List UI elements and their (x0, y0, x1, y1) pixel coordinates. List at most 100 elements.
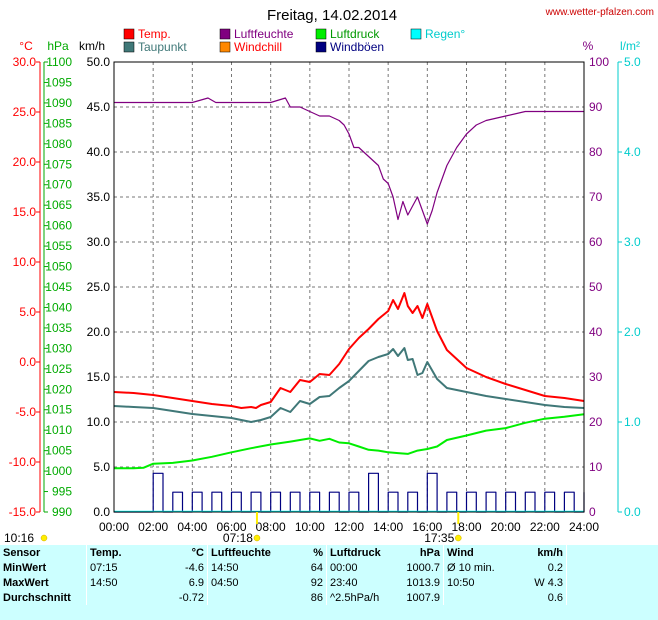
tick-label-hpa: 1055 (45, 239, 72, 253)
tick-label-percent: 0 (589, 505, 596, 519)
cell-pressure-value: 1007.9 (406, 591, 440, 604)
tick-label-kmh: 35.0 (87, 190, 111, 204)
tick-label-percent: 10 (589, 460, 603, 474)
tick-label-hpa: 1005 (45, 444, 72, 458)
tick-label-celsius: -10.0 (9, 455, 37, 469)
chart-title: Freitag, 14.02.2014 (267, 7, 397, 24)
cell-temp-time: 07:15 (86, 560, 137, 575)
tick-label-celsius: 0.0 (19, 355, 36, 369)
tick-label-hpa: 1035 (45, 321, 72, 335)
axis-units: °C hPa km/h% l/m² (19, 39, 640, 53)
tick-label-lm2: 1.0 (624, 415, 641, 429)
sunset-time: 17:35 (424, 531, 454, 545)
tick-label-time: 04:00 (177, 520, 207, 534)
cell-pressure-value: 1000.7 (406, 561, 440, 574)
series-luftfeuchte-line (114, 97, 584, 225)
tick-label-hpa: 1030 (45, 341, 72, 355)
tick-label-time: 10:00 (295, 520, 325, 534)
tick-label-kmh: 50.0 (87, 55, 111, 69)
cell-wind-info (443, 590, 512, 605)
cell-wind-value: 0.6 (547, 591, 563, 604)
plot-border (113, 61, 585, 513)
tick-label-lm2: 3.0 (624, 235, 641, 249)
cell-humidity-time (207, 590, 280, 605)
legend-label: Taupunkt (138, 40, 187, 54)
stats-row-min: MinWert 07:15 -4.6 14:50 64 00:00 1000.7… (0, 560, 643, 575)
cell-temp-time: 14:50 (86, 575, 137, 590)
sunset-icon (455, 534, 462, 542)
tick-label-celsius: 20.0 (13, 155, 37, 169)
cell-temp-time (86, 590, 137, 605)
legend: Temp. Luftfeuchte Luftdruck Regen° Taupunkt W… (123, 27, 465, 54)
legend-label: Windchill (234, 40, 282, 54)
cell-temp-value: 6.9 (188, 576, 204, 589)
tick-label-time: 16:00 (412, 520, 442, 534)
header-temp-unit: °C (191, 546, 204, 559)
legend-swatch (123, 28, 135, 40)
sun-core (253, 534, 261, 542)
tick-label-hpa: 1090 (45, 96, 72, 110)
tick-label-celsius: -15.0 (9, 505, 37, 519)
tick-label-kmh: 20.0 (87, 325, 111, 339)
header-wind-unit: km/h (537, 546, 563, 559)
tick-label-time: 06:00 (216, 520, 246, 534)
tick-label-percent: 70 (589, 190, 603, 204)
cell-humidity-time: 04:50 (207, 575, 280, 590)
stats-row-average: Durchschnitt -0.72 86 ^2.5hPa/h 1007.9 0… (0, 590, 643, 605)
tick-label-celsius: 25.0 (13, 105, 37, 119)
tick-label-percent: 100 (589, 55, 609, 69)
tick-label-percent: 30 (589, 370, 603, 384)
header-sensor: Sensor (3, 546, 41, 559)
series-taupunkt-line (113, 347, 585, 423)
cell-wind-info: 10:50 (443, 575, 512, 590)
tick-label-percent: 90 (589, 100, 603, 114)
header-humidity: Luftfeuchte (207, 545, 280, 560)
tick-label-hpa: 990 (52, 505, 72, 519)
tick-label-time: 24:00 (569, 520, 599, 534)
tick-label-time: 20:00 (491, 520, 521, 534)
header-humidity-unit: % (313, 546, 323, 559)
series-luftdruck-line (114, 413, 585, 470)
tick-label-time: 12:00 (334, 520, 364, 534)
tick-label-kmh: 30.0 (87, 235, 111, 249)
sunrise-time: 07:18 (223, 531, 253, 545)
legend-swatch (219, 41, 231, 53)
axis-unit-lm2: l/m² (620, 39, 640, 53)
tick-label-hpa: 995 (52, 485, 72, 499)
tick-label-percent: 50 (589, 280, 603, 294)
cell-pressure-value: 1013.9 (406, 576, 440, 589)
tick-label-kmh: 25.0 (87, 280, 111, 294)
tick-label-hpa: 1100 (46, 55, 72, 69)
cell-pressure-time: 00:00 (326, 560, 389, 575)
stats-spacer (566, 590, 643, 605)
header-temp: Temp. (86, 545, 137, 560)
tick-label-kmh: 45.0 (87, 100, 111, 114)
tick-labels: 30.0 25.0 20.0 15.0 10.0 5.0 0.0 -5.0 -10.0 -15.0… (9, 55, 641, 534)
cell-humidity-value: 64 (310, 561, 323, 574)
tick-label-celsius: 5.0 (19, 305, 36, 319)
header-pressure-unit: hPa (419, 546, 440, 559)
cell-humidity-value: 92 (310, 576, 323, 589)
sun-icon (40, 534, 48, 542)
axis-unit-percent: % (583, 39, 594, 53)
axis-unit-hpa: hPa (47, 39, 69, 53)
tick-label-kmh: 5.0 (93, 460, 110, 474)
tick-label-celsius: 15.0 (13, 205, 37, 219)
tick-label-percent: 80 (589, 145, 603, 159)
tick-label-lm2: 2.0 (624, 325, 641, 339)
tick-label-time: 08:00 (256, 520, 286, 534)
site-link[interactable]: www.wetter-pfalzen.com (545, 7, 654, 18)
axis-unit-kmh: km/h (79, 39, 105, 53)
cell-pressure-trend: ^2.5hPa/h (326, 590, 389, 605)
sun-core (40, 534, 48, 542)
stats-table: Sensor Temp. °C Luftfeuchte % Luftdruck … (0, 545, 643, 605)
cell-wind-value: W 4.3 (534, 576, 563, 589)
header-pressure: Luftdruck (326, 545, 389, 560)
tick-label-kmh: 15.0 (87, 370, 111, 384)
tick-label-hpa: 1075 (45, 157, 72, 171)
stats-spacer (566, 575, 643, 590)
stats-spacer (566, 545, 643, 560)
tick-label-hpa: 1060 (45, 219, 72, 233)
legend-label: Regen° (425, 27, 465, 41)
tick-label-kmh: 10.0 (87, 415, 111, 429)
